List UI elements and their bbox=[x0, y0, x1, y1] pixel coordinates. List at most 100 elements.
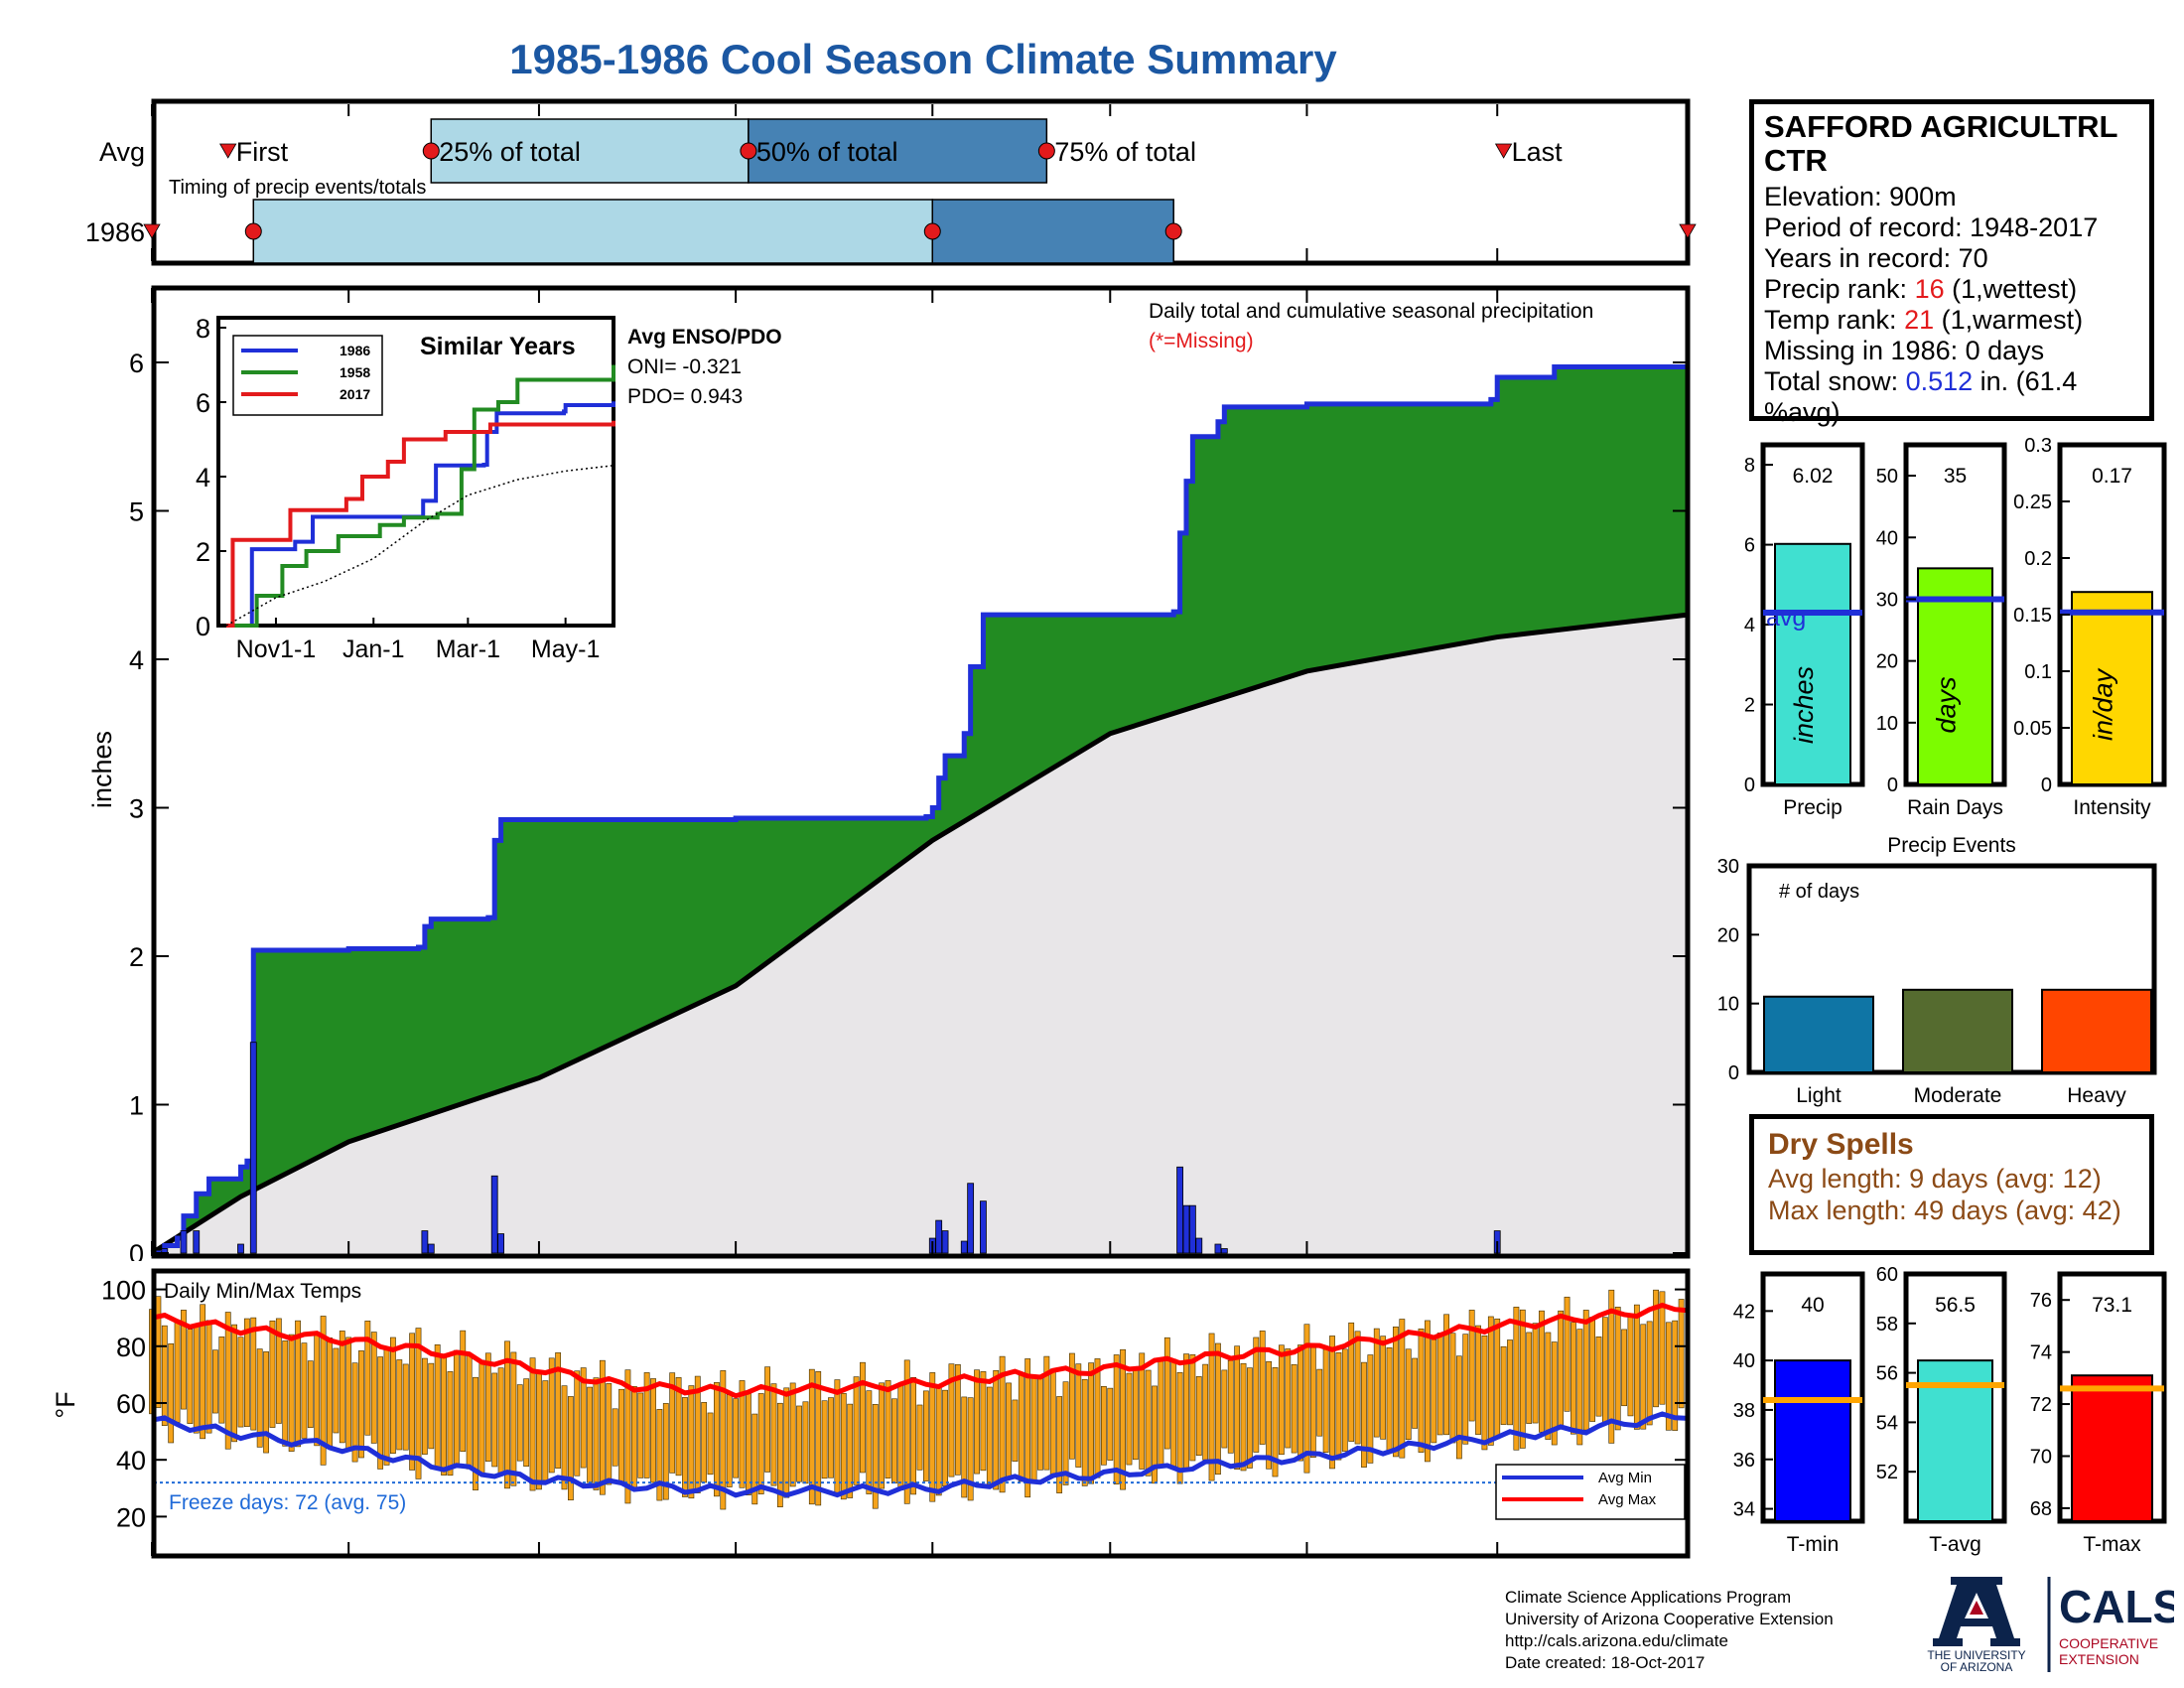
daily-temp-bar-48 bbox=[453, 1349, 460, 1467]
daily-temp-bar-204 bbox=[1443, 1314, 1449, 1436]
daily-temp-bar-78 bbox=[643, 1372, 650, 1478]
temp-ytick-label-100: 100 bbox=[101, 1276, 146, 1306]
daily-temp-bar-23 bbox=[295, 1320, 301, 1448]
tavg-ytick-label-2: 56 bbox=[1876, 1363, 1898, 1385]
precip-events-ytick-label-20: 20 bbox=[1717, 924, 1739, 946]
daily-temp-bar-92 bbox=[733, 1398, 740, 1478]
ua-logo-line-2: OF ARIZONA bbox=[1941, 1660, 2013, 1672]
daily-temp-bar-11 bbox=[218, 1336, 225, 1424]
daily-temp-bar-128 bbox=[961, 1396, 968, 1498]
daily-temp-bar-124 bbox=[935, 1386, 942, 1496]
temp-ytick-label-80: 80 bbox=[116, 1333, 146, 1362]
tavg-ytick-label-0: 52 bbox=[1876, 1462, 1898, 1483]
daily-temp-bar-42 bbox=[415, 1328, 422, 1479]
daily-temp-bar-149 bbox=[1094, 1358, 1101, 1478]
daily-temp-bar-108 bbox=[834, 1379, 841, 1496]
years-in-record: Years in record: 70 bbox=[1764, 243, 1988, 273]
daily-temp-bar-153 bbox=[1120, 1348, 1126, 1490]
daily-temp-bar-86 bbox=[694, 1375, 701, 1493]
daily-temp-bar-115 bbox=[879, 1382, 886, 1489]
daily-temp-bar-60 bbox=[529, 1357, 536, 1491]
snow-value: 0.512 bbox=[1905, 366, 1974, 396]
daily-temp-bar-82 bbox=[669, 1372, 676, 1474]
daily-temp-bar-25 bbox=[307, 1360, 314, 1429]
daily-temp-bar-9 bbox=[205, 1320, 212, 1434]
daily-temp-bar-120 bbox=[910, 1376, 917, 1495]
daily-temp-bar-219 bbox=[1539, 1310, 1545, 1433]
daily-temp-bar-129 bbox=[967, 1397, 974, 1501]
precip-events-bar-heavy bbox=[2041, 988, 2152, 1073]
daily-temp-bar-106 bbox=[821, 1400, 828, 1479]
precip-events-title: Precip Events bbox=[1887, 834, 2016, 857]
daily-temp-bar-127 bbox=[954, 1364, 961, 1476]
daily-temp-bar-49 bbox=[460, 1330, 467, 1453]
timing-marker-1-1 bbox=[923, 222, 941, 240]
precip-ytick-label-0: 0 bbox=[129, 1239, 144, 1261]
daily-temp-bar-90 bbox=[720, 1370, 727, 1510]
daily-temp-bar-91 bbox=[726, 1394, 733, 1487]
daily-temp-bar-232 bbox=[1621, 1329, 1627, 1407]
daily-temp-bar-1 bbox=[155, 1296, 162, 1408]
daily-temp-bar-200 bbox=[1418, 1329, 1425, 1453]
daily-temp-bar-241 bbox=[1678, 1299, 1685, 1409]
daily-temp-bar-156 bbox=[1139, 1352, 1146, 1470]
snow-label: Total snow: bbox=[1764, 366, 1906, 396]
precip-total-unit-label: inches bbox=[1789, 666, 1819, 744]
temp-ytick-label-60: 60 bbox=[116, 1389, 146, 1419]
daily-temp-bar-221 bbox=[1551, 1341, 1558, 1446]
daily-temp-bar-5 bbox=[181, 1310, 187, 1410]
daily-temp-bar-136 bbox=[1012, 1399, 1019, 1462]
precip-rank-value: 16 bbox=[1914, 274, 1945, 304]
daily-temp-bar-184 bbox=[1316, 1368, 1323, 1437]
daily-temp-bar-70 bbox=[593, 1377, 600, 1490]
daily-temp-bar-55 bbox=[497, 1367, 504, 1475]
rain-days-ytick-label-0: 0 bbox=[1887, 774, 1898, 796]
daily-temp-bar-13 bbox=[231, 1324, 238, 1443]
daily-temp-bar-80 bbox=[656, 1409, 663, 1501]
tmax-value-label: 73.1 bbox=[2092, 1294, 2132, 1317]
inset-ytick-label-6: 6 bbox=[196, 388, 210, 418]
footer-line-3: http://cals.arizona.edu/climate bbox=[1505, 1631, 1728, 1650]
daily-precip-bar-5 bbox=[421, 1230, 429, 1254]
daily-temp-bar-225 bbox=[1576, 1329, 1583, 1446]
daily-temp-bar-193 bbox=[1373, 1328, 1380, 1438]
daily-temp-bar-197 bbox=[1399, 1319, 1406, 1459]
daily-temp-bar-231 bbox=[1614, 1307, 1621, 1431]
inset-series-line-average bbox=[225, 465, 614, 627]
daily-temp-bar-61 bbox=[536, 1369, 542, 1490]
snow-note: in. (61.4 %avg) bbox=[1764, 366, 2078, 427]
tavg-axis-label: T-avg bbox=[1929, 1533, 1981, 1556]
timing-marker-1-0 bbox=[244, 222, 262, 240]
daily-temp-bar-224 bbox=[1570, 1322, 1576, 1435]
daily-temp-bar-226 bbox=[1582, 1310, 1589, 1431]
intensity-ytick-label-0: 0 bbox=[2041, 774, 2052, 796]
daily-temp-bar-26 bbox=[314, 1335, 321, 1447]
daily-temp-bar-211 bbox=[1487, 1316, 1494, 1446]
daily-temp-bar-135 bbox=[1006, 1382, 1012, 1478]
timing-triangle-0-0 bbox=[219, 143, 237, 159]
precip-rank-note: (1,wettest) bbox=[1944, 274, 2078, 304]
daily-temp-bar-138 bbox=[1024, 1358, 1031, 1498]
cals-logo: CALS COOPERATIVE EXTENSION bbox=[2047, 1577, 2174, 1672]
daily-precip-bar-4 bbox=[249, 1042, 257, 1254]
ua-logo-line-1: THE UNIVERSITY bbox=[1927, 1648, 2025, 1662]
temp-rank: Temp rank: 21 (1,warmest) bbox=[1764, 305, 2139, 336]
tmax-bar bbox=[2071, 1374, 2153, 1523]
temp-ylabel: °F bbox=[51, 1391, 80, 1418]
intensity-ytick-label-6: 0.3 bbox=[2024, 435, 2052, 457]
daily-precip-bar-6 bbox=[427, 1243, 435, 1254]
daily-temp-bar-131 bbox=[980, 1371, 987, 1472]
rain-days-ytick-label-3: 30 bbox=[1876, 589, 1898, 611]
daily-temp-bar-20 bbox=[275, 1318, 282, 1424]
cals-logo-sub-2: EXTENSION bbox=[2059, 1651, 2139, 1667]
enso-oni: ONI= -0.321 bbox=[627, 355, 742, 378]
tmax-ytick-label-1: 70 bbox=[2030, 1446, 2052, 1468]
university-of-arizona-logo: THE UNIVERSITY OF ARIZONA bbox=[1927, 1577, 2026, 1672]
dry-spells-title: Dry Spells bbox=[1768, 1128, 1914, 1161]
timing-box-25-50-0 bbox=[430, 118, 750, 184]
daily-temp-bar-87 bbox=[701, 1402, 708, 1483]
daily-temp-bar-68 bbox=[580, 1367, 587, 1469]
daily-temp-bar-79 bbox=[650, 1378, 656, 1483]
daily-temp-bar-85 bbox=[688, 1385, 695, 1499]
timing-box-50-75-0 bbox=[748, 118, 1048, 184]
